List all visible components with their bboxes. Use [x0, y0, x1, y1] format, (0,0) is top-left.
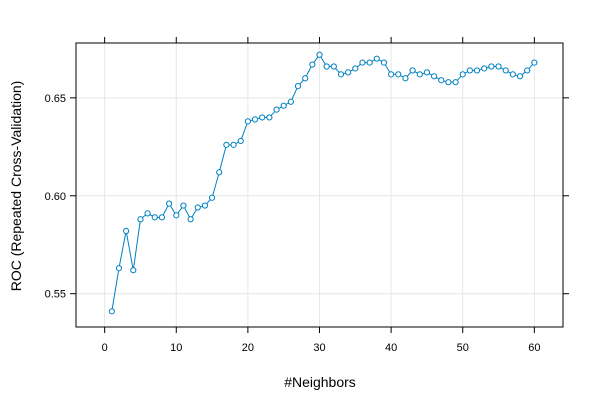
data-point: [151, 214, 158, 221]
data-point: [294, 82, 302, 90]
data-point: [302, 75, 309, 82]
data-point: [330, 63, 337, 70]
data-point: [466, 67, 473, 74]
data-point: [366, 59, 373, 66]
data-point: [402, 75, 409, 82]
data-point: [481, 65, 488, 72]
y-axis-title: ROC (Repeated Cross-Validation): [8, 81, 24, 292]
x-tick-label: 0: [102, 342, 108, 354]
y-tick-label: 0.60: [45, 191, 66, 203]
data-point: [108, 308, 115, 315]
data-point: [144, 210, 151, 217]
data-point: [473, 67, 481, 74]
data-point: [445, 79, 452, 86]
data-point: [130, 267, 137, 274]
data-point: [380, 59, 388, 66]
data-point: [287, 98, 294, 105]
data-point: [208, 194, 216, 201]
data-point: [266, 114, 273, 121]
x-axis-title: #Neighbors: [284, 374, 356, 390]
data-point: [158, 214, 166, 221]
data-point: [280, 102, 287, 109]
data-point: [123, 227, 130, 235]
data-point: [388, 71, 395, 78]
data-point: [180, 202, 187, 209]
grid-lines: [76, 43, 563, 327]
data-point: [359, 59, 366, 66]
data-point: [194, 204, 201, 211]
data-point: [316, 51, 323, 58]
data-point: [373, 55, 380, 62]
y-tick-label: 0.65: [45, 93, 66, 105]
data-point: [452, 79, 459, 86]
data-point: [323, 63, 330, 70]
data-point: [516, 73, 524, 80]
data-point: [459, 71, 466, 78]
data-point: [273, 106, 280, 113]
data-point: [187, 216, 194, 223]
x-tick-label: 10: [170, 342, 182, 354]
x-tick-label: 60: [528, 342, 540, 354]
data-point: [166, 200, 173, 207]
data-point: [488, 63, 495, 70]
data-point: [216, 169, 223, 176]
data-point: [244, 118, 251, 125]
x-tick-label: 40: [385, 342, 397, 354]
data-point: [115, 265, 123, 272]
y-tick-label: 0.55: [45, 289, 66, 301]
data-point: [395, 71, 402, 78]
data-point: [201, 202, 209, 209]
data-point: [531, 59, 538, 66]
data-point: [524, 67, 531, 74]
data-point: [409, 67, 416, 74]
data-point: [438, 77, 445, 84]
data-point: [230, 141, 237, 148]
data-point: [137, 216, 144, 223]
series-line: [111, 53, 535, 312]
data-point: [352, 65, 359, 72]
data-point: [416, 71, 423, 78]
data-point: [430, 73, 438, 80]
data-point: [259, 114, 266, 121]
data-point: [495, 63, 502, 70]
x-tick-label: 50: [457, 342, 469, 354]
data-point: [309, 61, 316, 68]
series-layer: [108, 51, 538, 315]
data-point: [345, 69, 352, 76]
data-point: [337, 71, 345, 78]
data-point: [423, 69, 431, 76]
data-point: [251, 116, 259, 123]
x-tick-label: 30: [313, 342, 325, 354]
x-tick-label: 20: [242, 342, 254, 354]
data-point: [237, 137, 244, 145]
data-point: [502, 67, 509, 74]
data-point: [223, 141, 230, 148]
axis-ticks: 0 10 20 30 40 50 60 0.55 0.60 0.65: [45, 37, 569, 354]
data-point: [509, 71, 516, 78]
data-point: [173, 212, 180, 219]
